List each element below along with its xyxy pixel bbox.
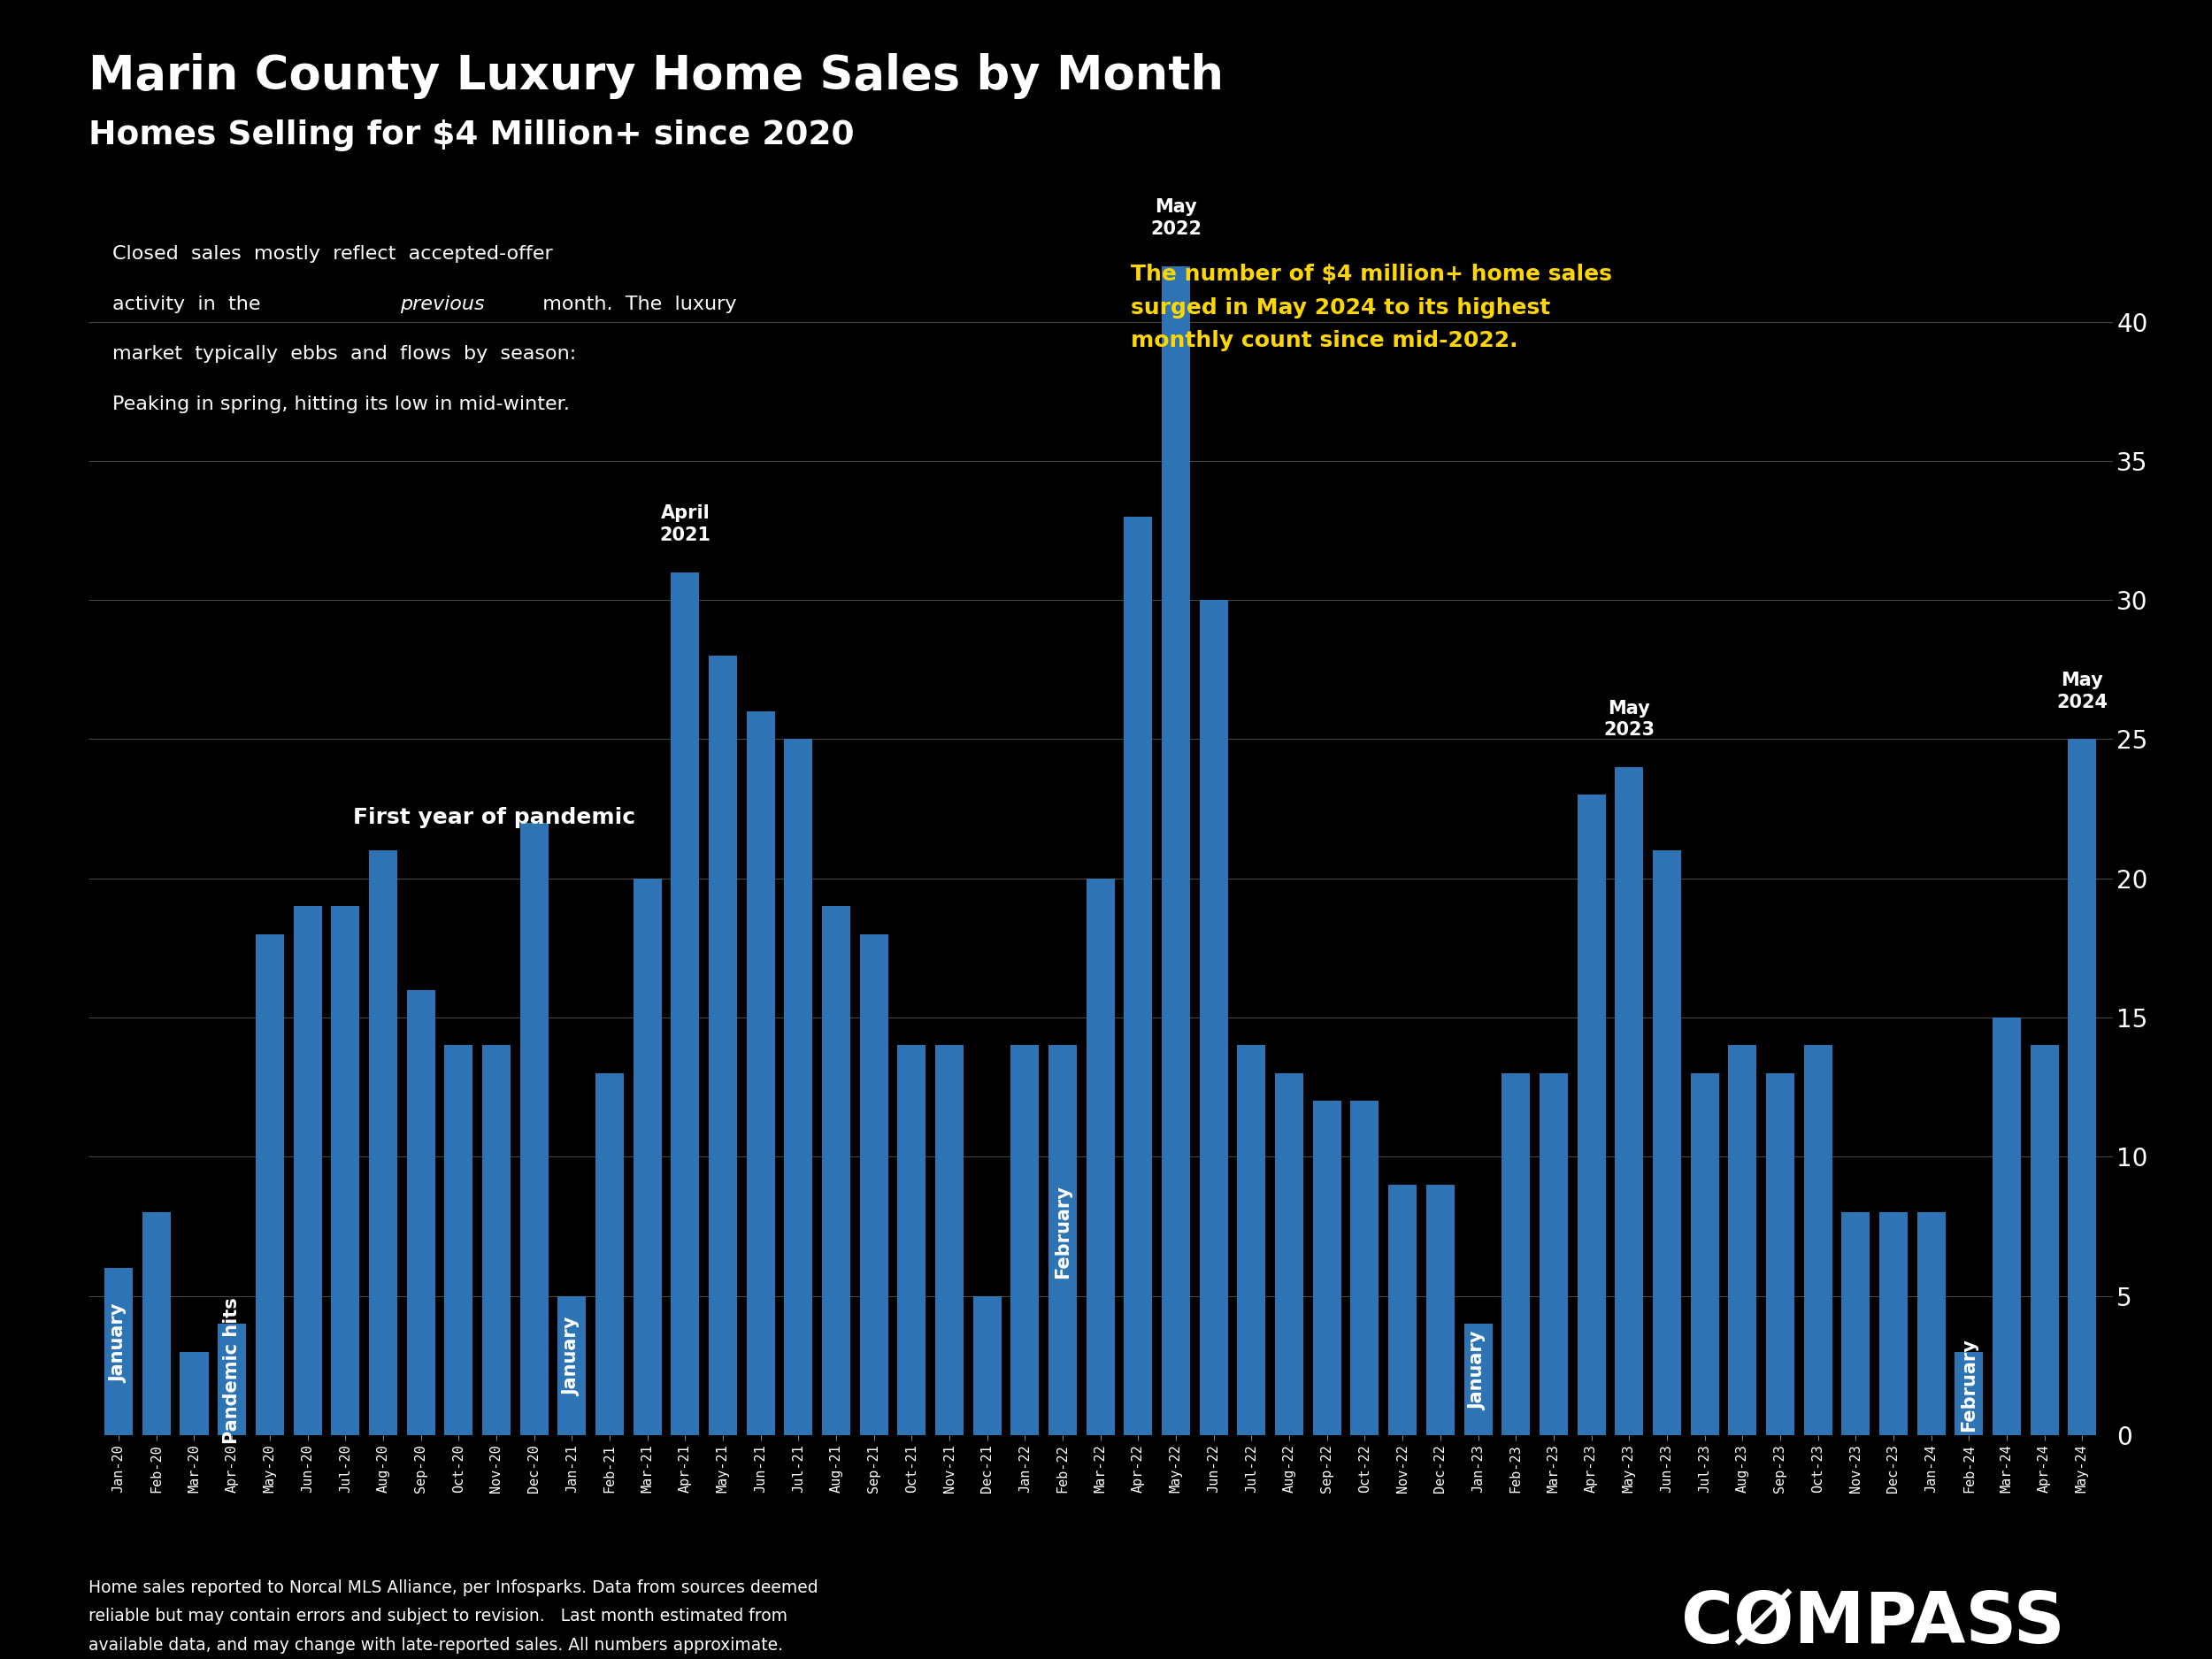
Bar: [1615, 766, 1644, 1435]
Text: CØMPASS: CØMPASS: [1681, 1589, 2066, 1659]
Bar: [1427, 1185, 1455, 1435]
Bar: [1577, 795, 1606, 1435]
Text: February: February: [1053, 1185, 1071, 1279]
Bar: [1274, 1073, 1303, 1435]
Bar: [1843, 1213, 1869, 1435]
Bar: [142, 1213, 170, 1435]
Bar: [369, 851, 398, 1435]
Bar: [179, 1352, 208, 1435]
Text: Pandemic hits: Pandemic hits: [223, 1297, 241, 1445]
Bar: [1389, 1185, 1416, 1435]
Bar: [1124, 516, 1152, 1435]
Bar: [2031, 1045, 2059, 1435]
Bar: [332, 906, 358, 1435]
Bar: [1199, 601, 1228, 1435]
Bar: [1086, 878, 1115, 1435]
Bar: [973, 1296, 1002, 1435]
Bar: [1690, 1073, 1719, 1435]
Bar: [1652, 851, 1681, 1435]
Bar: [1237, 1045, 1265, 1435]
Bar: [633, 878, 661, 1435]
Text: Peaking in spring, hitting its low in mid-winter.: Peaking in spring, hitting its low in mi…: [113, 395, 571, 413]
Bar: [407, 990, 436, 1435]
Bar: [1728, 1045, 1756, 1435]
Bar: [936, 1045, 964, 1435]
Bar: [1540, 1073, 1568, 1435]
Text: January: January: [111, 1304, 128, 1382]
Text: month.  The  luxury: month. The luxury: [529, 295, 737, 314]
Bar: [104, 1267, 133, 1435]
Text: Homes Selling for $4 Million+ since 2020: Homes Selling for $4 Million+ since 2020: [88, 119, 854, 151]
Bar: [1918, 1213, 1944, 1435]
Text: Marin County Luxury Home Sales by Month: Marin County Luxury Home Sales by Month: [88, 53, 1223, 100]
Text: Home sales reported to Norcal MLS Alliance, per Infosparks. Data from sources de: Home sales reported to Norcal MLS Allian…: [88, 1579, 818, 1654]
Bar: [1352, 1102, 1378, 1435]
Text: activity  in  the: activity in the: [113, 295, 274, 314]
Bar: [1011, 1045, 1040, 1435]
Text: Closed  sales  mostly  reflect  accepted-offer: Closed sales mostly reflect accepted-off…: [113, 246, 553, 262]
Bar: [785, 740, 812, 1435]
Text: May
2024: May 2024: [2057, 672, 2108, 712]
Bar: [1048, 1045, 1077, 1435]
Bar: [708, 655, 737, 1435]
Bar: [1955, 1352, 1984, 1435]
Bar: [860, 934, 887, 1435]
Bar: [1161, 265, 1190, 1435]
Bar: [595, 1073, 624, 1435]
Bar: [745, 712, 774, 1435]
Bar: [670, 572, 699, 1435]
Bar: [2068, 740, 2097, 1435]
Bar: [1502, 1073, 1531, 1435]
Bar: [217, 1324, 246, 1435]
Text: May
2022: May 2022: [1150, 199, 1201, 239]
Text: previous: previous: [400, 295, 484, 314]
Text: The number of $4 million+ home sales
surged in May 2024 to its highest
monthly c: The number of $4 million+ home sales sur…: [1130, 264, 1613, 352]
Bar: [823, 906, 849, 1435]
Bar: [1993, 1017, 2022, 1435]
Bar: [1880, 1213, 1907, 1435]
Text: May
2023: May 2023: [1604, 700, 1655, 740]
Bar: [482, 1045, 511, 1435]
Bar: [557, 1296, 586, 1435]
Bar: [520, 823, 549, 1435]
Bar: [1314, 1102, 1340, 1435]
Text: First year of pandemic: First year of pandemic: [352, 806, 635, 828]
Text: April
2021: April 2021: [659, 504, 710, 544]
Text: January: January: [1469, 1332, 1486, 1410]
Text: February: February: [1960, 1339, 1978, 1432]
Bar: [898, 1045, 927, 1435]
Bar: [1765, 1073, 1794, 1435]
Text: January: January: [564, 1317, 582, 1397]
Bar: [1803, 1045, 1832, 1435]
Bar: [1464, 1324, 1493, 1435]
Bar: [445, 1045, 473, 1435]
Bar: [257, 934, 283, 1435]
Bar: [294, 906, 321, 1435]
Text: market  typically  ebbs  and  flows  by  season:: market typically ebbs and flows by seaso…: [113, 345, 577, 363]
